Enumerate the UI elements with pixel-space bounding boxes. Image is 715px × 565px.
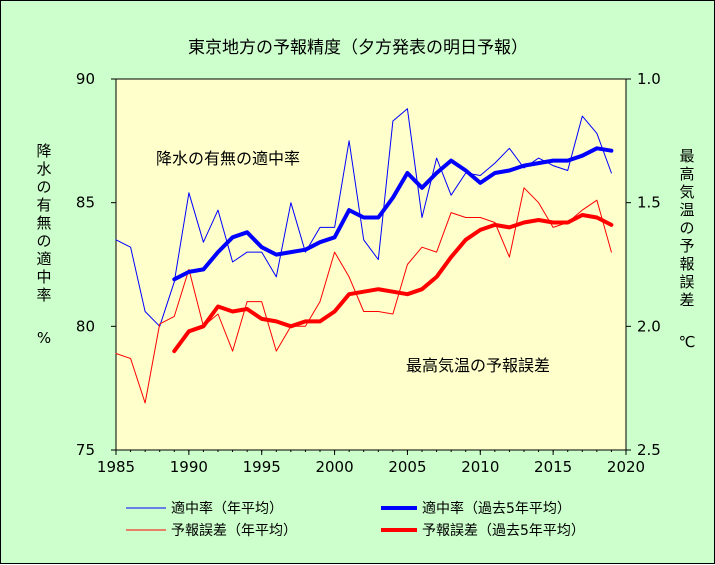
- x-tick-label: 2005: [388, 458, 426, 476]
- y-left-axis-title-char: 率: [36, 286, 51, 304]
- annotation-temp-error: 最高気温の予報誤差: [406, 356, 550, 375]
- x-tick-label: 2015: [534, 458, 572, 476]
- y-right-tick-label: 2.5: [637, 441, 661, 459]
- series-line-accuracy-5yr: [172, 146, 614, 282]
- y-right-axis-title-char: 報: [679, 255, 694, 273]
- y-left-tick-label: 85: [76, 194, 95, 212]
- legend-label-accuracy-5yr: 適中率（過去5年平均）: [422, 500, 571, 517]
- y-left-axis-title-char: 中: [36, 268, 51, 286]
- y-right-axis-title-char: 予: [679, 237, 694, 255]
- legend: 適中率（年平均） 適中率（過去5年平均） 予報誤差（年平均） 予報誤差（過去5年…: [126, 500, 585, 539]
- y-right-tick-label: 1.0: [637, 70, 661, 88]
- annotation-precip-accuracy: 降水の有無の適中率: [156, 149, 300, 168]
- y-left-axis-title-char: 水: [36, 160, 51, 178]
- y-right-axis-title-char: の: [679, 219, 694, 237]
- axis-labels: 1985 1990 1995 2000 2005 2010 2015 2020 75 80 85 90…: [36, 70, 695, 476]
- y-right-axis-title-char: 温: [679, 201, 694, 219]
- x-tick-label: 1985: [97, 458, 135, 476]
- y-left-axis-title-char: の: [36, 178, 51, 196]
- series-line-error-annual: [115, 187, 612, 404]
- y-right-tick-label: 1.5: [637, 194, 661, 212]
- legend-label-error-annual: 予報誤差（年平均）: [171, 523, 297, 539]
- y-left-axis-unit: %: [37, 329, 51, 347]
- y-left-tick-label: 80: [76, 317, 95, 335]
- y-right-axis-title-char: 差: [679, 291, 694, 309]
- y-left-axis-title-char: の: [36, 232, 51, 250]
- y-right-axis-title-char: 最: [679, 147, 694, 165]
- x-tick-label: 1990: [170, 458, 208, 476]
- y-right-axis-title-char: 高: [679, 165, 694, 183]
- legend-label-error-5yr: 予報誤差（過去5年平均）: [422, 523, 585, 539]
- x-tick-label: 1995: [243, 458, 281, 476]
- series-layer: [115, 108, 614, 404]
- y-left-axis-title-char: 降: [36, 142, 51, 160]
- y-left-axis-title-char: 有: [36, 196, 51, 214]
- legend-label-accuracy-annual: 適中率（年平均）: [171, 500, 283, 517]
- y-left-axis-title-char: 無: [36, 214, 51, 232]
- y-right-axis-title-char: 誤: [679, 273, 694, 291]
- y-left-axis-title-char: 適: [36, 250, 51, 268]
- chart-title: 東京地方の予報精度（夕方発表の明日予報）: [188, 38, 528, 58]
- x-tick-label: 2020: [607, 458, 645, 476]
- series-line-error-5yr: [172, 213, 614, 354]
- x-tick-label: 2010: [461, 458, 499, 476]
- axis-ticks: [111, 78, 631, 455]
- y-right-axis-title-char: 気: [679, 183, 694, 201]
- y-right-axis-unit: ℃: [679, 333, 696, 351]
- y-left-tick-label: 90: [76, 70, 95, 88]
- plot-area: [115, 78, 627, 451]
- y-right-tick-label: 2.0: [637, 317, 661, 335]
- y-left-tick-label: 75: [76, 441, 95, 459]
- x-tick-label: 2000: [315, 458, 353, 476]
